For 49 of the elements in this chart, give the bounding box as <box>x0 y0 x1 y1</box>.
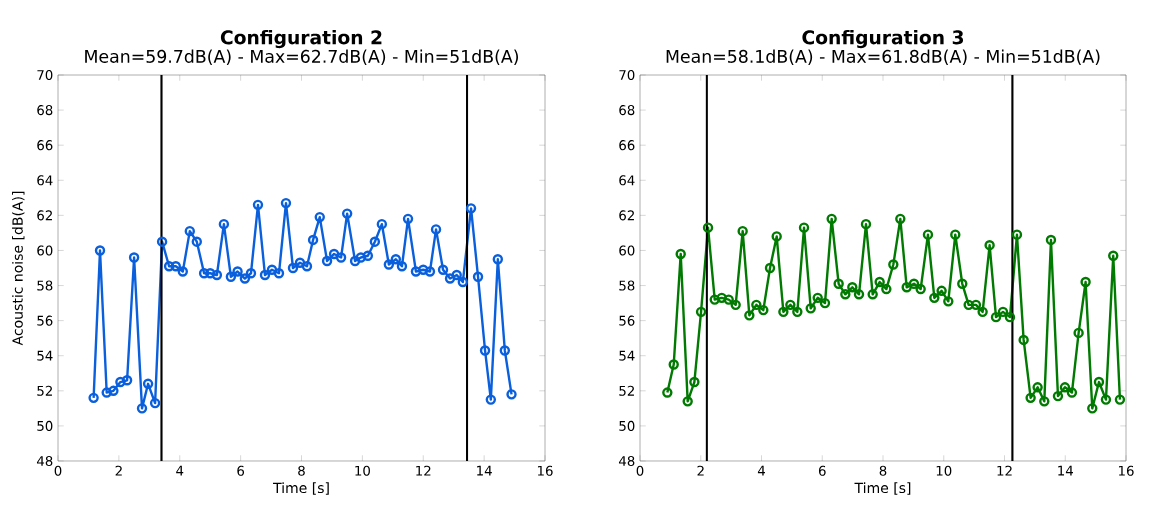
y-tick-label: 70 <box>37 69 53 81</box>
y-tick-label: 52 <box>37 385 52 396</box>
x-tick-label: 6 <box>818 465 826 476</box>
x-tick-label: 4 <box>757 465 765 476</box>
chart-subtitle: Mean=58.1dB(A) - Max=61.8dB(A) - Min=51dB(A) <box>666 49 1100 65</box>
y-tick-label: 48 <box>618 455 635 467</box>
x-tick-label: 12 <box>997 465 1012 476</box>
x-axis-title: Time [s] <box>273 482 329 495</box>
y-tick-label: 64 <box>37 175 53 186</box>
y-tick-label: 56 <box>37 315 53 326</box>
y-axis-title: Acoustic noise [dB(A)] <box>12 191 25 346</box>
x-tick-label: 12 <box>416 465 431 476</box>
x-tick-label: 2 <box>697 465 704 476</box>
y-tick-label: 62 <box>37 210 52 221</box>
y-tick-label: 66 <box>37 140 53 151</box>
x-tick-label: 14 <box>477 465 492 476</box>
chart-title: Configuration 3 <box>802 29 964 49</box>
y-tick-label: 48 <box>36 455 53 467</box>
y-tick-label: 64 <box>619 175 635 186</box>
y-tick-label: 60 <box>37 245 53 256</box>
y-tick-label: 50 <box>619 420 635 431</box>
y-tick-label: 50 <box>37 420 53 431</box>
x-tick-label: 0 <box>636 465 644 476</box>
y-tick-label: 52 <box>619 385 634 396</box>
y-tick-label: 58 <box>619 280 635 291</box>
y-tick-label: 66 <box>619 140 635 151</box>
y-tick-label: 56 <box>619 315 635 326</box>
x-tick-label: 14 <box>1058 465 1073 476</box>
y-tick-label: 54 <box>619 350 635 361</box>
y-tick-label: 60 <box>619 245 635 256</box>
x-tick-label: 8 <box>298 465 305 476</box>
chart-title: Configuration 2 <box>220 29 382 49</box>
x-tick-label: 2 <box>115 465 122 476</box>
x-tick-label: 8 <box>879 465 887 476</box>
x-tick-label: 4 <box>176 465 184 476</box>
x-tick-label: 16 <box>1118 465 1134 476</box>
y-tick-label: 62 <box>619 210 634 221</box>
x-tick-label: 10 <box>355 465 370 476</box>
y-tick-label: 68 <box>37 105 53 116</box>
x-tick-label: 10 <box>936 465 952 476</box>
y-tick-label: 58 <box>37 280 53 291</box>
y-tick-label: 54 <box>37 350 53 361</box>
chart-subtitle: Mean=59.7dB(A) - Max=62.7dB(A) - Min=51dB(A) <box>85 49 518 65</box>
x-tick-label: 16 <box>537 465 553 476</box>
y-tick-label: 68 <box>619 105 635 116</box>
y-tick-label: 70 <box>619 69 635 81</box>
x-axis-title: Time [s] <box>854 482 911 495</box>
x-tick-label: 0 <box>54 465 62 476</box>
x-tick-label: 6 <box>237 465 245 476</box>
